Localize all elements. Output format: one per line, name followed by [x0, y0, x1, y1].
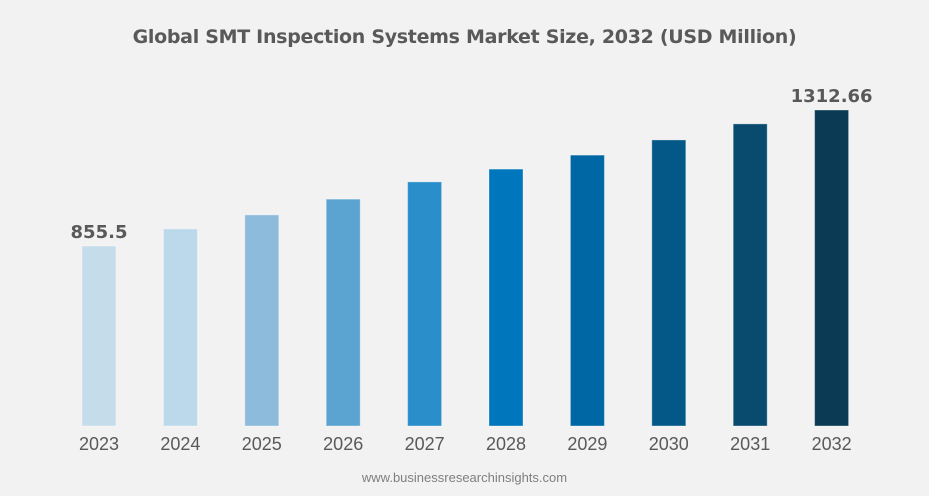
x-tick-label: 2030: [649, 434, 689, 454]
bar-2025: [244, 214, 280, 427]
x-tick-label: 2032: [812, 434, 852, 454]
x-tick-label: 2025: [242, 434, 282, 454]
bar-2027: [407, 181, 443, 427]
x-tick-label: 2028: [486, 434, 526, 454]
bar-2032: [814, 109, 850, 427]
bar-2024: [162, 228, 198, 427]
bar-2030: [651, 139, 687, 427]
source-footer: www.businessresearchinsights.com: [361, 470, 568, 485]
x-tick-label: 2029: [567, 434, 607, 454]
bar-2028: [488, 168, 524, 427]
bar-2026: [325, 198, 361, 427]
bar-2029: [569, 154, 605, 427]
bar-2031: [732, 123, 768, 427]
data-label: 1312.66: [791, 86, 873, 107]
x-tick-label: 2031: [730, 434, 770, 454]
bar-2023: [81, 245, 117, 427]
x-tick-label: 2026: [323, 434, 363, 454]
x-tick-label: 2027: [405, 434, 445, 454]
data-label: 855.5: [71, 222, 128, 243]
x-tick-label: 2024: [160, 434, 200, 454]
chart-title: Global SMT Inspection Systems Market Siz…: [132, 26, 797, 48]
x-tick-label: 2023: [79, 434, 119, 454]
